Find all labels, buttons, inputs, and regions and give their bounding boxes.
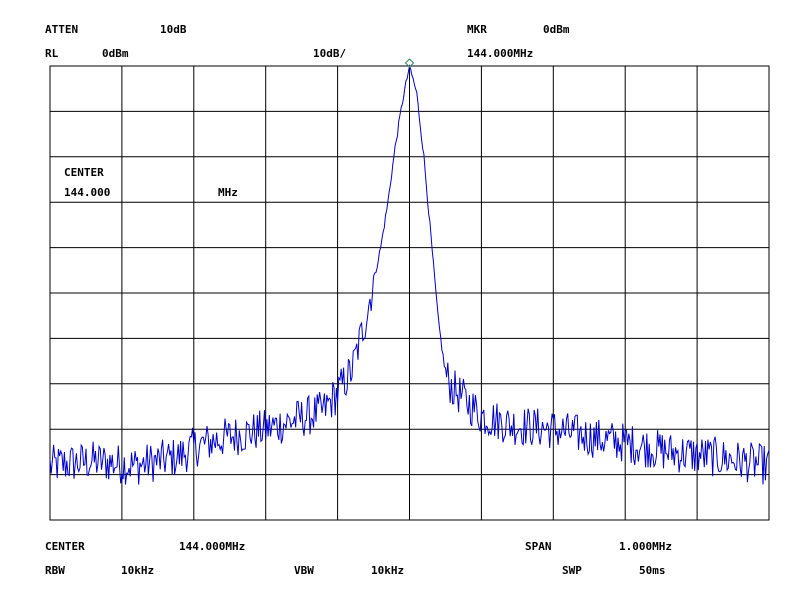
spectrum-trace [49, 64, 770, 485]
rbw-label: RBW [45, 564, 65, 577]
scale-per-division: 10dB/ [313, 47, 347, 60]
marker-diamond-icon [404, 58, 415, 68]
marker-level: 0dBm [543, 23, 570, 36]
overlay-center-unit: MHz [218, 186, 238, 199]
center-frequency-value: 144.000MHz [179, 540, 246, 553]
atten-label: ATTEN [45, 23, 79, 36]
vbw-value: 10kHz [371, 564, 405, 577]
rbw-value: 10kHz [121, 564, 155, 577]
ref-level-label: RL [45, 47, 59, 60]
atten-value: 10dB [160, 23, 187, 36]
marker-label: MKR [467, 23, 487, 36]
sweep-label: SWP [562, 564, 582, 577]
marker-frequency: 144.000MHz [467, 47, 534, 60]
center-frequency-label: CENTER [45, 540, 85, 553]
span-value: 1.000MHz [619, 540, 672, 553]
span-label: SPAN [525, 540, 552, 553]
ref-level-value: 0dBm [102, 47, 129, 60]
overlay-center-value: 144.000 [64, 186, 111, 199]
sweep-value: 50ms [639, 564, 666, 577]
vbw-label: VBW [294, 564, 314, 577]
overlay-center-label: CENTER [64, 166, 104, 179]
